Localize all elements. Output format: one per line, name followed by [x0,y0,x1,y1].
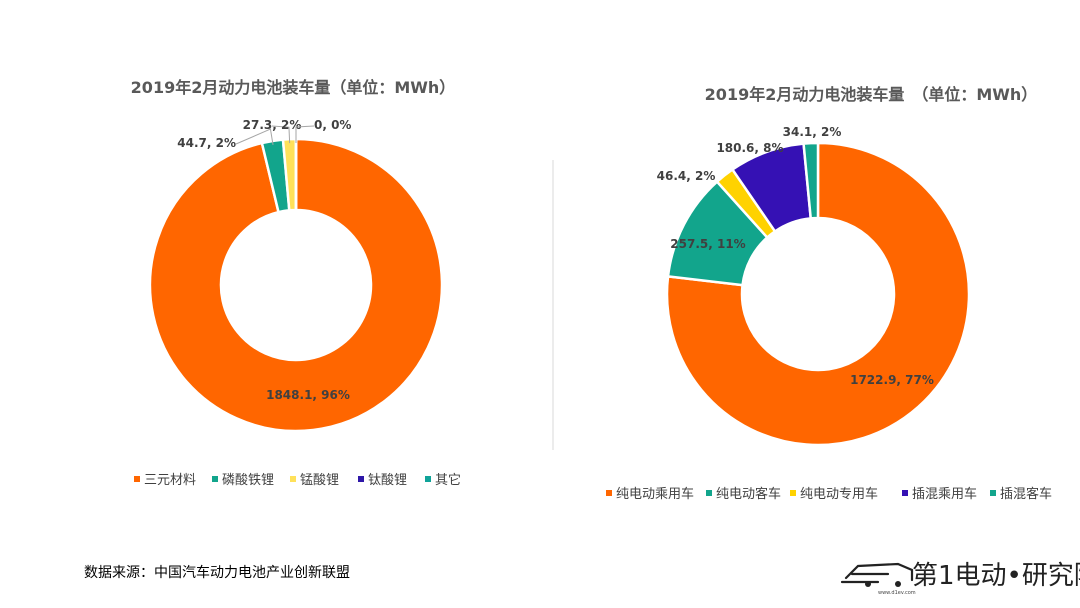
data-label: 34.1, 2% [783,125,842,139]
source-note: 数据来源：中国汽车动力电池产业创新联盟 [84,564,350,581]
legend-swatch [212,476,218,482]
legend-swatch [358,476,364,482]
data-label: 1848.1, 96% [266,388,350,402]
legend-item: 插混乘用车 [912,486,977,502]
data-label: 0, 0% [314,118,351,132]
logo-text: 第1电动•研究院 [912,561,1080,591]
data-label: 27.3, 2% [243,118,302,132]
legend: 纯电动乘用车 纯电动客车 纯电动专用车 插混乘用车 插混客车 [606,486,1052,502]
legend-item: 钛酸锂 [368,473,407,488]
data-labels: 1722.9, 77% 257.5, 11% 46.4, 2%180.6, 8%34… [657,125,934,387]
data-label: 180.6, 8% [716,141,783,155]
chart-battery-chemistry: 2019年2月动力电池装车量（单位：MWh） 1848.1, 96% 44.7, … [131,78,461,488]
legend-swatch [290,476,296,482]
chart-vehicle-type: 2019年2月动力电池装车量 （单位：MWh） 1722.9, 77% 257.5… [606,85,1052,502]
car-logo-icon [840,562,914,587]
donut-slices [148,137,444,433]
legend-swatch [606,490,612,496]
slice-1 [148,137,444,433]
data-label: 44.7, 2% [177,136,236,150]
leader-line [235,128,274,145]
legend-item: 纯电动专用车 [800,486,878,502]
chart-title: 2019年2月动力电池装车量 （单位：MWh） [705,85,1038,104]
legend-item: 纯电动客车 [716,486,781,502]
legend-item: 磷酸铁锂 [222,473,274,488]
slice-5 [802,141,820,220]
legend-swatch [790,490,796,496]
data-labels: 1848.1, 96% 44.7, 2% 27.3, 2% 0, 0% [177,118,351,402]
leader-line [295,125,315,143]
logo-tagline: www.d1ev.com [878,590,916,596]
legend-item: 锰酸锂 [300,473,339,488]
slice-1 [665,141,971,447]
legend-item: 插混客车 [1000,486,1052,502]
data-label: 257.5, 11% [670,237,745,251]
legend: 三元材料 磷酸铁锂 锰酸锂 钛酸锂 其它 [134,472,461,488]
legend-swatch [425,476,431,482]
logo: 第1电动•研究院 www.d1ev.com [840,561,1080,596]
data-label: 46.4, 2% [657,169,716,183]
legend-item: 三元材料 [144,473,196,488]
chart-title: 2019年2月动力电池装车量（单位：MWh） [131,78,456,97]
leader-line [271,125,291,144]
legend-item: 其它 [435,472,461,488]
donut-slices [665,141,971,447]
data-label: 1722.9, 77% [850,373,934,387]
legend-item: 纯电动乘用车 [616,486,694,502]
legend-swatch [706,490,712,496]
legend-swatch [902,490,908,496]
legend-swatch [990,490,996,496]
legend-swatch [134,476,140,482]
